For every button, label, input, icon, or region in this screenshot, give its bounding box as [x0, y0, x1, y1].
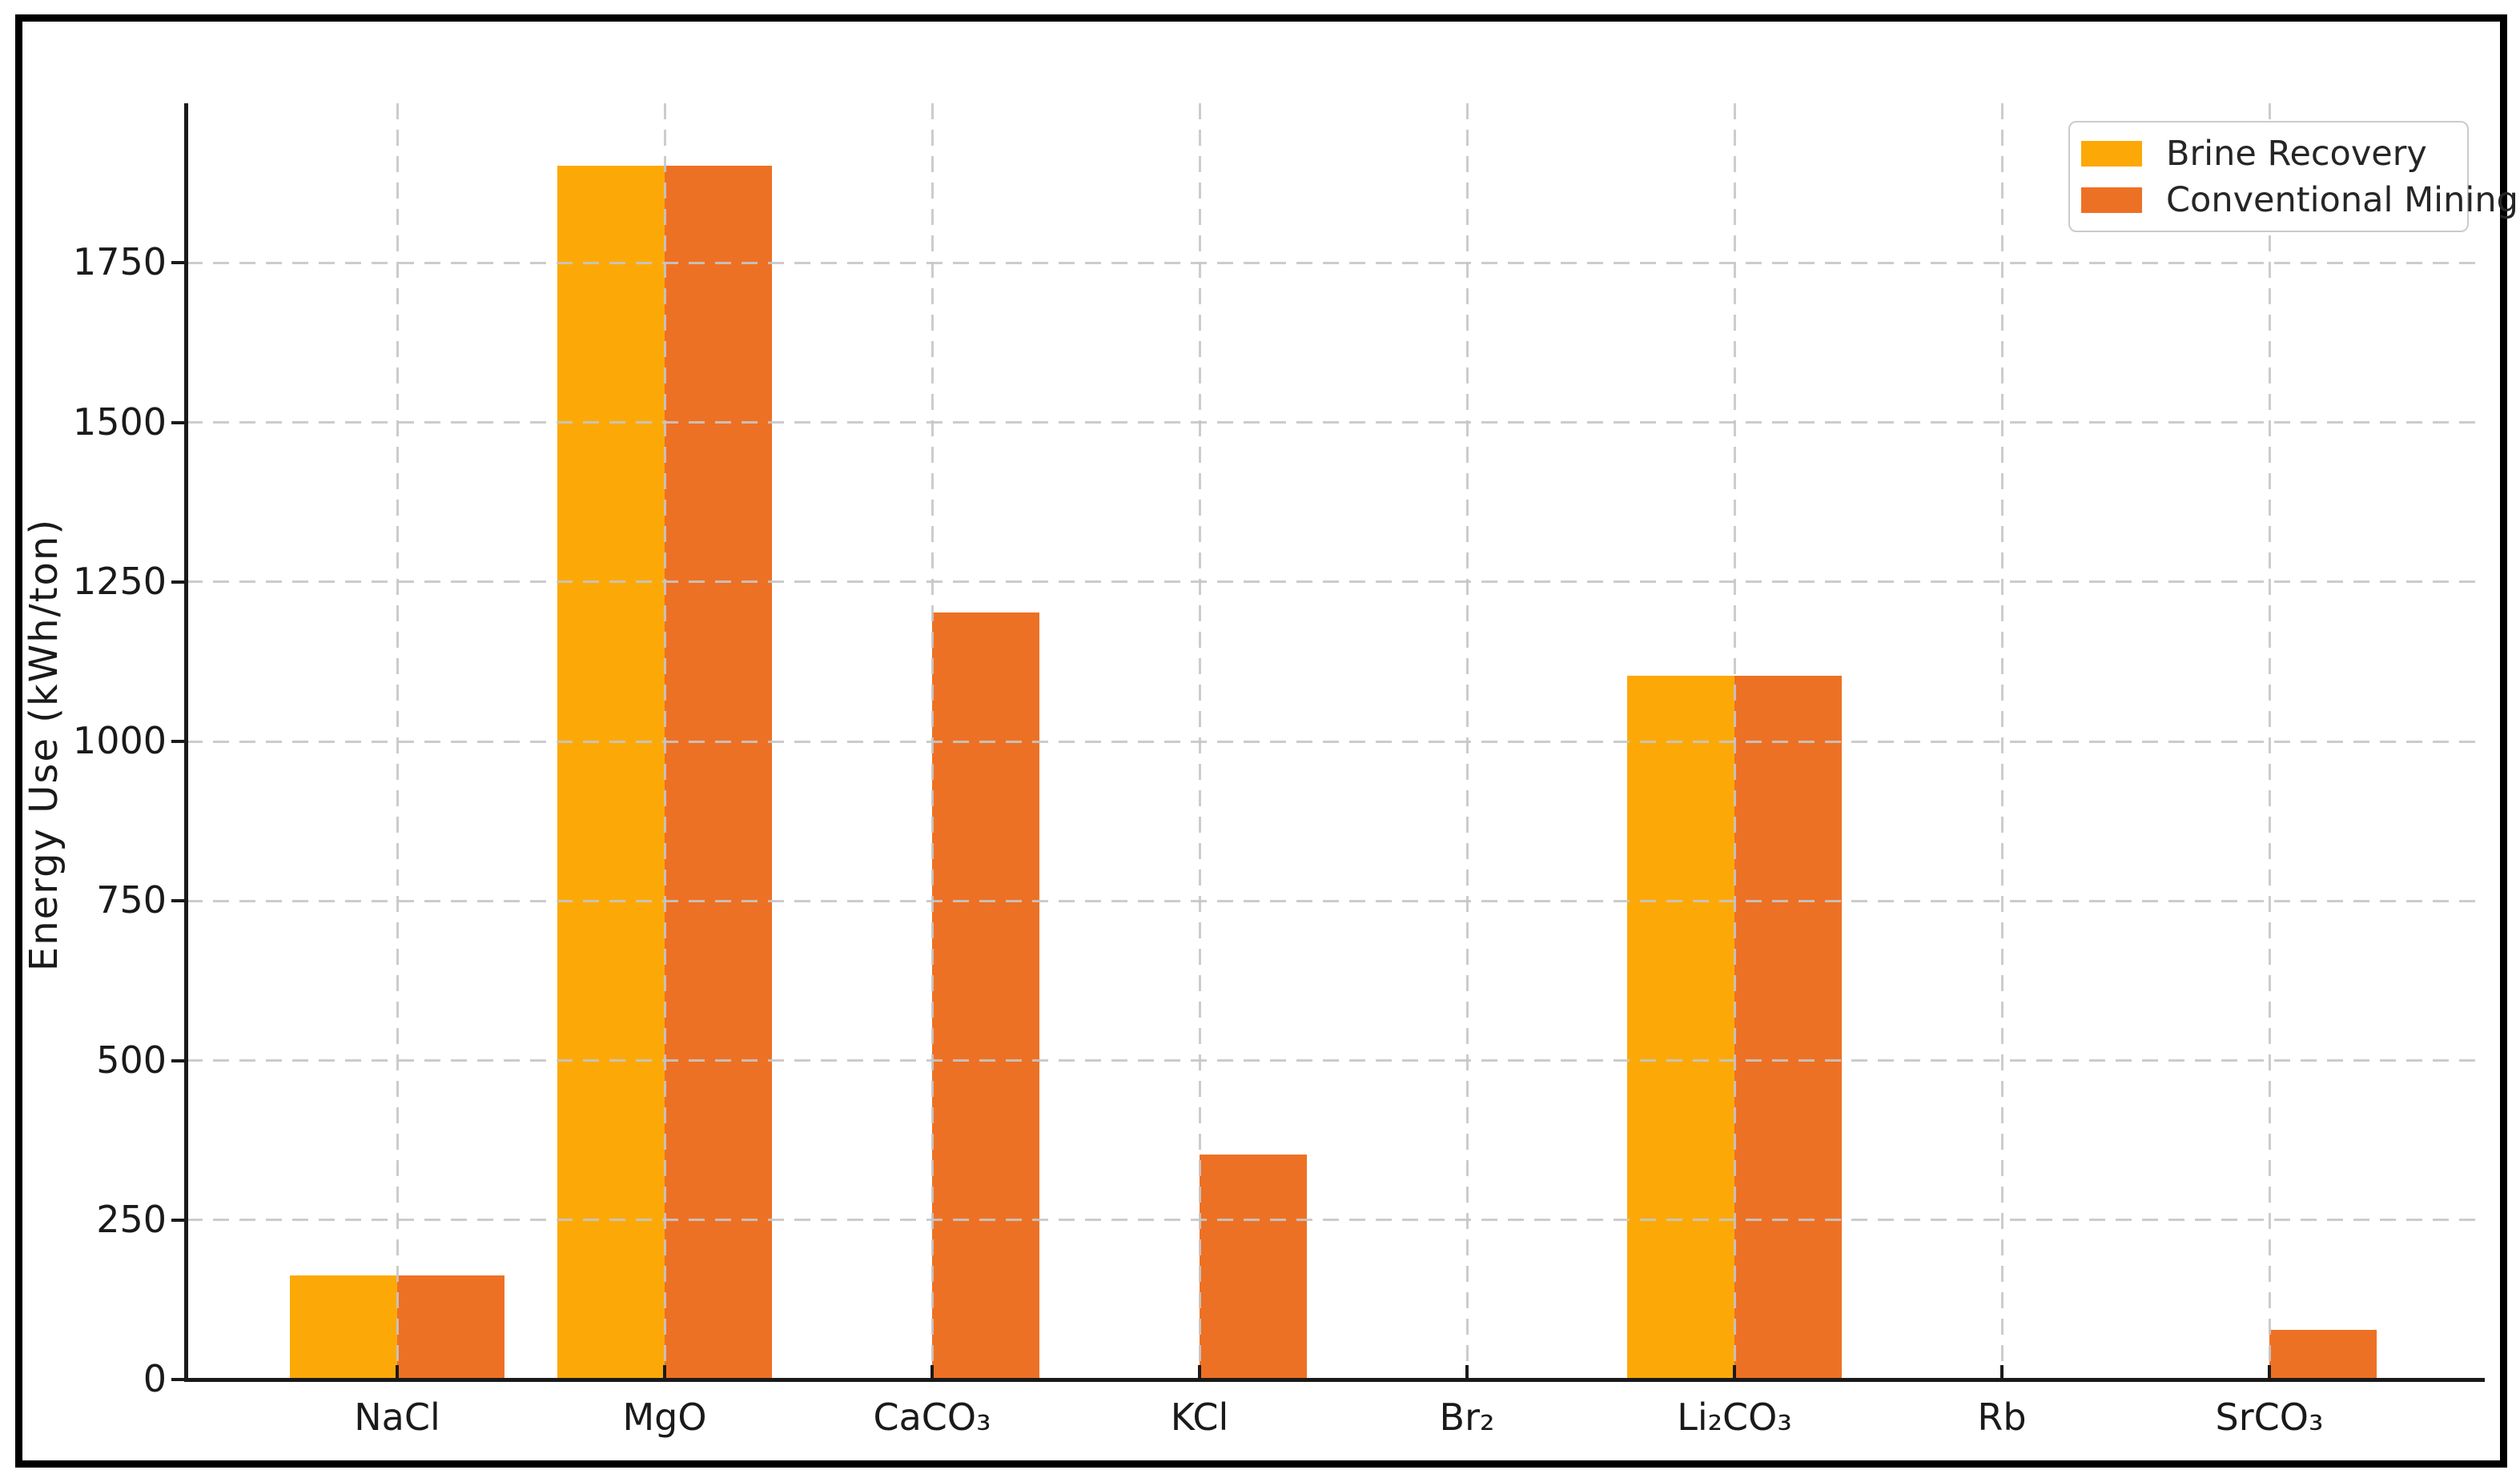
legend: Brine Recovery Conventional Mining: [2068, 121, 2518, 232]
h-gridline-1750: [187, 261, 2485, 264]
x-tick-label: SrCO₃: [2215, 1396, 2324, 1439]
x-tick-label: CaCO₃: [873, 1396, 991, 1439]
h-gridline-1500: [187, 421, 2485, 424]
bar-conventional-mining-8: [2269, 1330, 2377, 1378]
x-tick-mark: [1465, 1365, 1469, 1378]
y-tick-label: 1750: [72, 240, 167, 284]
h-gridline-250: [187, 1219, 2485, 1222]
x-tick-label: Rb: [1977, 1396, 2027, 1439]
x-axis-spine: [184, 1378, 2485, 1382]
y-tick-label: 250: [96, 1197, 167, 1241]
y-tick-label: 1000: [72, 719, 167, 762]
h-gridline-1000: [187, 740, 2485, 743]
bar-conventional-mining-3: [932, 612, 1039, 1378]
y-tick-label: 750: [96, 878, 167, 922]
h-gridline-1250: [187, 580, 2485, 584]
bar-brine-recovery-1: [290, 1275, 397, 1378]
x-tick-mark: [1198, 1365, 1201, 1378]
y-tick-mark: [171, 899, 184, 903]
y-tick-mark: [171, 580, 184, 584]
bar-conventional-mining-4: [1200, 1155, 1307, 1378]
bar-brine-recovery-6: [1627, 676, 1734, 1378]
y-tick-label: 1500: [72, 400, 167, 444]
x-tick-mark: [1733, 1365, 1736, 1378]
y-tick-label: 500: [96, 1038, 167, 1082]
x-tick-label: NaCl: [354, 1396, 440, 1439]
y-tick-label: 0: [143, 1357, 167, 1400]
legend-row-brine-recovery: Brine Recovery: [2081, 136, 2456, 171]
v-gridline-2: [663, 103, 666, 1380]
v-gridline-3: [930, 103, 934, 1380]
y-tick-mark: [171, 420, 184, 424]
y-tick-mark: [171, 740, 184, 743]
bar-conventional-mining-2: [665, 165, 772, 1378]
v-gridline-4: [1198, 103, 1201, 1380]
bar-brine-recovery-2: [557, 165, 665, 1378]
y-tick-label: 1250: [72, 559, 167, 603]
legend-label-conventional-mining: Conventional Mining: [2166, 179, 2518, 220]
y-tick-mark: [171, 1218, 184, 1222]
legend-swatch-conventional-mining: [2081, 187, 2142, 213]
x-tick-label: Br₂: [1439, 1396, 1495, 1439]
y-tick-mark: [171, 1058, 184, 1062]
legend-label-brine-recovery: Brine Recovery: [2166, 133, 2427, 174]
x-tick-mark: [930, 1365, 934, 1378]
v-gridline-1: [396, 103, 399, 1380]
x-tick-mark: [2268, 1365, 2271, 1378]
h-gridline-500: [187, 1059, 2485, 1062]
y-tick-mark: [171, 261, 184, 265]
v-gridline-8: [2268, 103, 2271, 1380]
v-gridline-7: [2000, 103, 2004, 1380]
y-axis-spine: [184, 103, 188, 1382]
legend-swatch-brine-recovery: [2081, 140, 2142, 167]
bar-conventional-mining-6: [1734, 676, 1842, 1378]
h-gridline-750: [187, 899, 2485, 902]
bar-conventional-mining-1: [397, 1275, 504, 1378]
x-tick-mark: [2000, 1365, 2004, 1378]
x-tick-mark: [396, 1365, 399, 1378]
x-tick-label: Li₂CO₃: [1677, 1396, 1792, 1439]
x-tick-label: KCl: [1170, 1396, 1229, 1439]
legend-row-conventional-mining: Conventional Mining: [2081, 183, 2518, 218]
v-gridline-5: [1465, 103, 1469, 1380]
v-gridline-6: [1733, 103, 1736, 1380]
x-tick-mark: [663, 1365, 666, 1378]
x-tick-label: MgO: [622, 1396, 707, 1439]
y-tick-mark: [171, 1378, 184, 1381]
